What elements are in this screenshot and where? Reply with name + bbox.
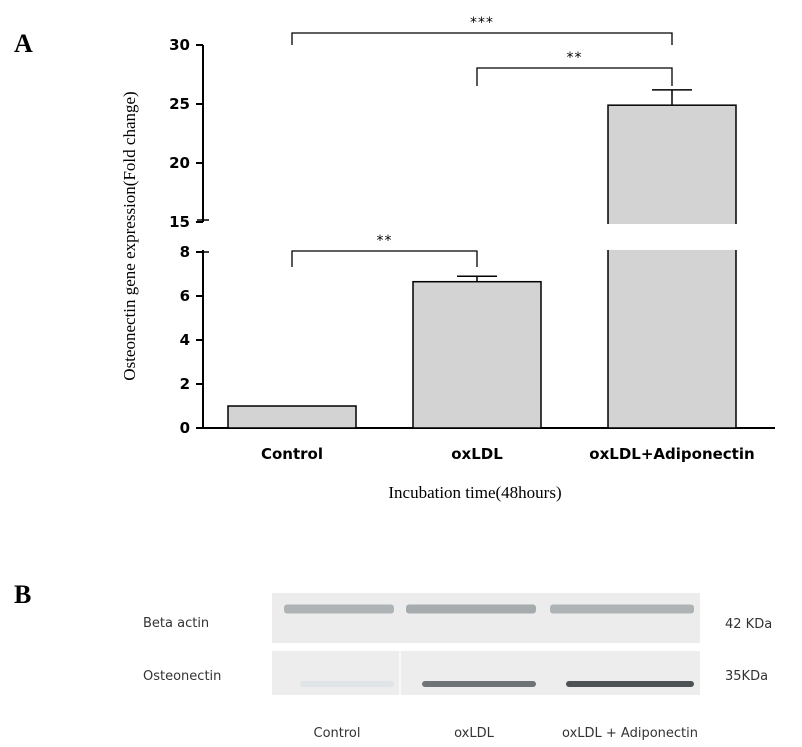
blot-band <box>566 681 694 687</box>
blot-row-label-osteonectin: Osteonectin <box>143 669 221 684</box>
blot-size-beta-actin: 42 KDa <box>725 617 772 632</box>
y-ticks: 0 2 4 6 8 15 20 25 30 <box>169 36 203 437</box>
y-tick-label: 25 <box>169 95 190 113</box>
blot-band <box>422 681 536 687</box>
panel-b-letter: B <box>14 580 31 609</box>
blot-lane-label-oxldl-adiponectin: oxLDL + Adiponectin <box>562 726 698 741</box>
x-tick-labels: Control oxLDL oxLDL+Adiponectin <box>261 445 755 463</box>
blot-lane-label-control: Control <box>314 726 361 741</box>
bar <box>412 280 542 429</box>
bar <box>227 405 357 429</box>
significance-bracket <box>476 67 673 86</box>
significance-label: *** <box>470 15 494 31</box>
y-tick-label: 15 <box>169 213 190 231</box>
bar-chart: 0 2 4 6 8 15 20 25 30 Control oxLDL oxLDL+Adiponec… <box>120 15 775 502</box>
y-tick-label: 30 <box>169 36 190 54</box>
significance-label: ** <box>377 233 393 249</box>
blot-strip-osteonectin <box>272 651 700 695</box>
y-tick-label: 8 <box>180 243 190 261</box>
western-blot: Beta actin Osteonectin 42 KDa 35KDa Cont… <box>143 593 772 741</box>
bar <box>607 104 737 429</box>
panel-a-letter: A <box>14 29 33 58</box>
x-axis-title: Incubation time(48hours) <box>388 483 561 502</box>
y-tick-label: 4 <box>180 331 190 349</box>
error-bars <box>457 89 692 282</box>
y-tick-label: 0 <box>180 419 190 437</box>
y-tick-label: 2 <box>180 375 190 393</box>
significance-bracket <box>291 32 673 45</box>
blot-band <box>300 681 394 687</box>
x-tick-label: oxLDL+Adiponectin <box>589 445 754 463</box>
x-tick-label: oxLDL <box>451 445 503 463</box>
blot-strip-beta-actin <box>272 593 700 643</box>
blot-row-label-beta-actin: Beta actin <box>143 616 209 631</box>
blot-bands <box>284 604 694 687</box>
bars <box>227 104 737 429</box>
blot-size-osteonectin: 35KDa <box>725 669 768 684</box>
bar-break-gap <box>607 224 737 250</box>
significance-label: ** <box>567 50 583 66</box>
significance-brackets: ******* <box>291 15 673 267</box>
blot-band <box>550 604 694 614</box>
blot-lane-label-oxldl: oxLDL <box>454 726 495 741</box>
y-tick-label: 6 <box>180 287 190 305</box>
y-tick-label: 20 <box>169 154 190 172</box>
y-axis-title: Osteonectin gene expression(Fold change) <box>120 91 139 380</box>
x-tick-label: Control <box>261 445 323 463</box>
blot-band <box>284 604 394 614</box>
significance-bracket <box>291 250 478 267</box>
blot-band <box>406 604 536 614</box>
